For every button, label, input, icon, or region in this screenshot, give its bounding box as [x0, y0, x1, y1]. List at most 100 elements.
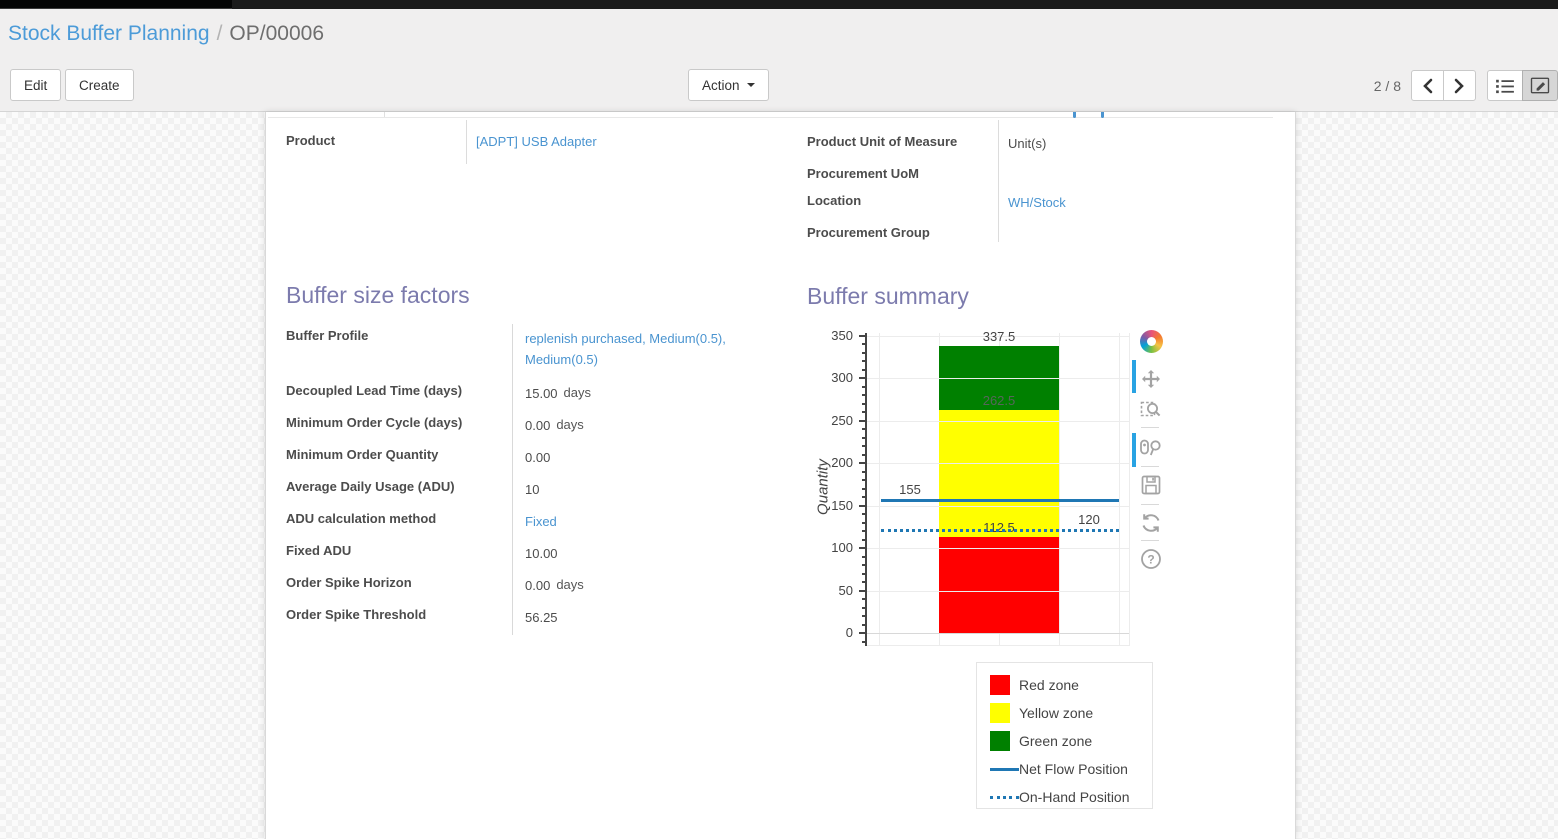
- y-axis-tick: [862, 615, 867, 617]
- legend-swatch-square: [990, 675, 1010, 695]
- create-button[interactable]: Create: [65, 69, 134, 101]
- decoupled-lead-time-unit: days: [563, 385, 592, 400]
- buffer-profile-value-link[interactable]: replenish purchased, Medium(0.5), Medium…: [525, 331, 726, 368]
- y-tick-label: 100: [831, 540, 853, 555]
- gridline: [867, 590, 1129, 592]
- zone-value-label: 112.5: [983, 520, 1015, 536]
- adu-method-value-link[interactable]: Fixed: [525, 514, 557, 529]
- pager-previous-button[interactable]: [1411, 70, 1444, 101]
- procurement-group-label: Procurement Group: [807, 225, 930, 240]
- pager-area: 2 / 8: [1374, 70, 1558, 101]
- on-hand-position-line: [881, 529, 1119, 532]
- box-zoom-tool-button[interactable]: [1138, 396, 1164, 422]
- clipped-text-fragment: [1101, 112, 1104, 118]
- min-order-qty-value: 0.00: [525, 450, 551, 465]
- y-axis-tick: [862, 402, 867, 405]
- order-spike-horizon-value: 0.00: [525, 578, 551, 593]
- form-edit-icon: [1530, 77, 1550, 94]
- legend-item[interactable]: On-Hand Position: [990, 783, 1152, 811]
- location-value-link[interactable]: WH/Stock: [1008, 195, 1066, 210]
- list-icon: [1496, 79, 1514, 93]
- action-dropdown-button[interactable]: Action: [688, 69, 769, 101]
- legend-label: Yellow zone: [1019, 705, 1094, 721]
- y-tick-label: 350: [831, 327, 853, 343]
- y-axis-tick: [862, 385, 867, 388]
- gridline: [867, 633, 1129, 634]
- buffer-summary-chart: Quantity 0 50 100 150 200 250 300 350 112.5 262.…: [807, 325, 1179, 665]
- y-axis-tick: [862, 428, 867, 430]
- breadcrumb-record: OP/00006: [229, 22, 324, 45]
- location-label: Location: [807, 193, 862, 208]
- y-axis-tick: [862, 538, 867, 541]
- product-value-link[interactable]: [ADPT] USB Adapter: [476, 134, 597, 149]
- edit-button[interactable]: Edit: [10, 69, 62, 101]
- clipped-text-fragment: [1073, 112, 1076, 118]
- y-axis-tick: [862, 496, 867, 498]
- form-view-button[interactable]: [1522, 70, 1558, 101]
- line-value-label: 120: [1078, 512, 1100, 527]
- svg-text:?: ?: [1147, 553, 1154, 567]
- pager-next-button[interactable]: [1443, 70, 1476, 101]
- y-tick-label: 250: [831, 412, 853, 428]
- modebar-active-indicator: [1132, 433, 1136, 467]
- y-axis-tick: [862, 640, 867, 643]
- order-spike-horizon-label: Order Spike Horizon: [286, 575, 412, 590]
- pager-value: 2 / 8: [1373, 77, 1401, 94]
- plotly-logo-button[interactable]: [1138, 328, 1164, 354]
- list-view-button[interactable]: [1487, 70, 1523, 101]
- y-axis-tick: [862, 487, 867, 490]
- legend-swatch-square: [990, 731, 1010, 751]
- save-chart-button[interactable]: [1138, 472, 1164, 498]
- breadcrumb-section-link[interactable]: Stock Buffer Planning: [8, 22, 210, 45]
- y-axis-tick: [862, 581, 867, 583]
- form-view-background: Product [ADPT] USB Adapter Product Unit …: [0, 112, 1558, 839]
- top-dark-bar: [0, 0, 1558, 9]
- gridline: [867, 335, 1129, 337]
- y-tick-label: 300: [831, 370, 853, 385]
- reset-axes-button[interactable]: [1138, 510, 1164, 536]
- help-button[interactable]: ?: [1138, 546, 1164, 572]
- chevron-right-icon: [1454, 78, 1464, 93]
- y-axis: 0 50 100 150 200 250 300 350: [807, 325, 867, 655]
- modebar-separator: [1141, 427, 1159, 428]
- legend-item[interactable]: Yellow zone: [990, 699, 1152, 727]
- top-dark-bar-segment: [0, 0, 232, 9]
- buffer-factors-table: Buffer Profile replenish purchased, Medi…: [286, 324, 778, 635]
- y-axis-tick: [862, 436, 867, 439]
- order-spike-horizon-unit: days: [556, 577, 584, 592]
- legend-item[interactable]: Red zone: [990, 671, 1152, 699]
- y-axis-tick: [862, 572, 867, 575]
- y-axis-tick: [859, 547, 867, 549]
- legend-label: On-Hand Position: [1019, 789, 1130, 805]
- box-zoom-icon: [1140, 401, 1161, 417]
- y-axis-tick: [862, 521, 867, 524]
- adu-value: 10: [525, 482, 540, 497]
- zone-value-label: 337.5: [982, 329, 1016, 345]
- clipped-row-cell-border: [384, 112, 385, 117]
- save-icon: [1141, 475, 1161, 495]
- legend-swatch-square: [990, 703, 1010, 723]
- y-tick-label: 50: [838, 582, 853, 598]
- decoupled-lead-time-value: 15.00: [525, 386, 558, 401]
- legend-item[interactable]: Green zone: [990, 727, 1152, 755]
- cell-divider: [998, 120, 999, 242]
- y-axis-tick: [862, 564, 867, 566]
- net-flow-position-line: [881, 499, 1119, 503]
- y-axis-tick: [862, 343, 867, 345]
- zone-red: [939, 537, 1059, 633]
- y-tick-label: 200: [831, 455, 853, 470]
- legend-swatch-line: [990, 767, 1019, 771]
- pan-tool-button[interactable]: [1138, 366, 1164, 392]
- reset-axes-icon: [1142, 514, 1160, 532]
- y-axis-tick: [859, 504, 867, 507]
- y-axis-tick: [862, 555, 867, 558]
- min-order-cycle-label: Minimum Order Cycle (days): [286, 415, 463, 430]
- gridline: [867, 505, 1129, 507]
- product-uom-label: Product Unit of Measure: [807, 134, 958, 149]
- chevron-down-icon: [746, 83, 755, 87]
- legend-item[interactable]: Net Flow Position: [990, 755, 1152, 783]
- y-axis-tick: [862, 470, 867, 473]
- buffer-profile-label: Buffer Profile: [286, 328, 369, 343]
- y-axis-tick: [862, 479, 867, 481]
- hover-compare-button[interactable]: [1138, 436, 1164, 462]
